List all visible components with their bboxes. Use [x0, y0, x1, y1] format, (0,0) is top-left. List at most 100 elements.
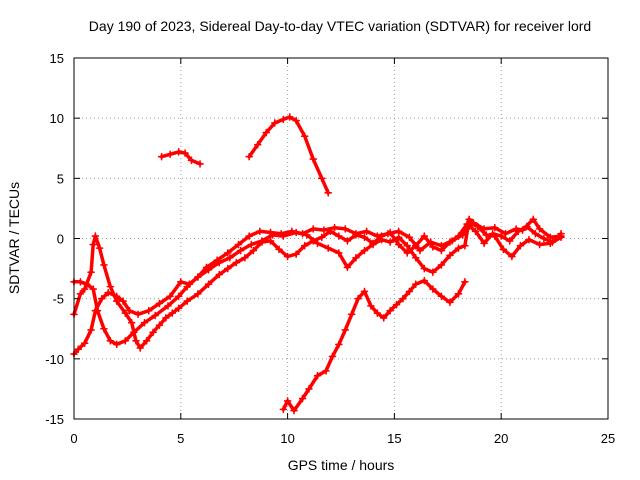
data-point: [429, 268, 437, 276]
data-point: [420, 232, 429, 240]
data-point: [446, 238, 454, 246]
data-point: [166, 150, 174, 159]
data-point: [174, 148, 183, 156]
data-point: [317, 174, 326, 183]
data-point: [125, 306, 134, 315]
data-point: [236, 246, 245, 255]
data-point: [112, 297, 121, 305]
data-point: [157, 152, 166, 161]
y-tick-label: 5: [57, 171, 64, 186]
data-point: [394, 240, 403, 249]
data-point: [142, 336, 151, 345]
data-point: [76, 290, 85, 298]
x-tick-label: 25: [601, 431, 615, 446]
y-tick-label: -5: [52, 292, 64, 307]
data-point: [437, 246, 446, 255]
data-point: [112, 340, 121, 349]
data-point: [548, 238, 557, 246]
data-point: [557, 229, 565, 238]
data-point: [394, 233, 403, 242]
data-point: [399, 294, 407, 303]
data-point: [461, 278, 469, 286]
data-point: [245, 152, 253, 161]
data-point: [379, 314, 388, 322]
series-track-f: [279, 276, 469, 415]
data-point: [437, 292, 446, 301]
y-tick-label: 15: [50, 51, 64, 66]
data-point: [140, 318, 149, 327]
data-point: [446, 251, 454, 260]
data-point: [194, 290, 202, 298]
data-point: [420, 276, 429, 285]
data-point: [437, 261, 446, 269]
data-point: [185, 280, 194, 289]
chart-title: Day 190 of 2023, Sidereal Day-to-day VTE…: [89, 18, 591, 34]
data-point: [540, 234, 548, 243]
y-tick-label: -10: [45, 352, 64, 367]
data-point: [177, 278, 185, 286]
data-point: [256, 227, 264, 236]
x-tick-label: 15: [387, 431, 401, 446]
data-point: [535, 240, 544, 249]
data-point: [482, 231, 491, 239]
series-trace: [281, 278, 467, 413]
data-point: [420, 264, 429, 273]
data-point: [285, 113, 294, 121]
data-point: [326, 227, 335, 236]
data-point: [416, 246, 424, 255]
axis-ticks: 0 5 10 15 20 25 -15 -10 -5 0 5 10 15: [45, 51, 615, 446]
data-point: [183, 297, 192, 305]
data-point: [335, 249, 343, 257]
data-point: [429, 243, 437, 251]
data-point: [523, 222, 531, 231]
data-point: [270, 119, 279, 127]
data-point: [501, 229, 510, 238]
data-point: [136, 344, 145, 352]
data-point: [292, 116, 300, 125]
series-track-c: [70, 220, 565, 352]
data-point: [454, 232, 463, 240]
series-track-d: [157, 148, 204, 168]
data-point: [204, 265, 213, 274]
data-point: [292, 228, 300, 237]
data-point: [162, 314, 170, 322]
data-point: [525, 235, 533, 244]
data-point: [305, 385, 313, 393]
series-layer: [70, 113, 565, 415]
data-point: [215, 270, 224, 279]
data-point: [411, 253, 420, 262]
data-point: [234, 240, 243, 249]
data-point: [403, 241, 412, 250]
data-point: [473, 222, 482, 231]
data-point: [471, 227, 480, 236]
data-point: [309, 155, 318, 163]
data-point: [386, 238, 394, 246]
data-point: [514, 227, 523, 236]
data-point: [454, 290, 463, 298]
data-point: [463, 220, 471, 228]
data-point: [505, 237, 514, 245]
data-point: [516, 241, 525, 250]
data-point: [87, 268, 95, 276]
data-point: [121, 309, 130, 317]
data-point: [480, 239, 488, 248]
data-point: [187, 156, 196, 165]
x-tick-label: 0: [70, 431, 77, 446]
data-point: [95, 244, 104, 252]
data-point: [89, 285, 98, 293]
data-point: [241, 253, 249, 262]
data-point: [283, 252, 292, 261]
data-point: [411, 280, 420, 289]
data-point: [330, 223, 339, 232]
data-point: [290, 406, 298, 415]
x-axis-label: GPS time / hours: [288, 457, 395, 473]
data-point: [74, 345, 83, 354]
data-point: [119, 297, 127, 305]
data-point: [309, 225, 318, 233]
data-point: [403, 249, 412, 257]
data-point: [360, 233, 369, 242]
data-point: [362, 227, 371, 236]
y-tick-label: -15: [45, 412, 64, 427]
data-point: [144, 306, 153, 315]
data-point: [127, 318, 136, 327]
